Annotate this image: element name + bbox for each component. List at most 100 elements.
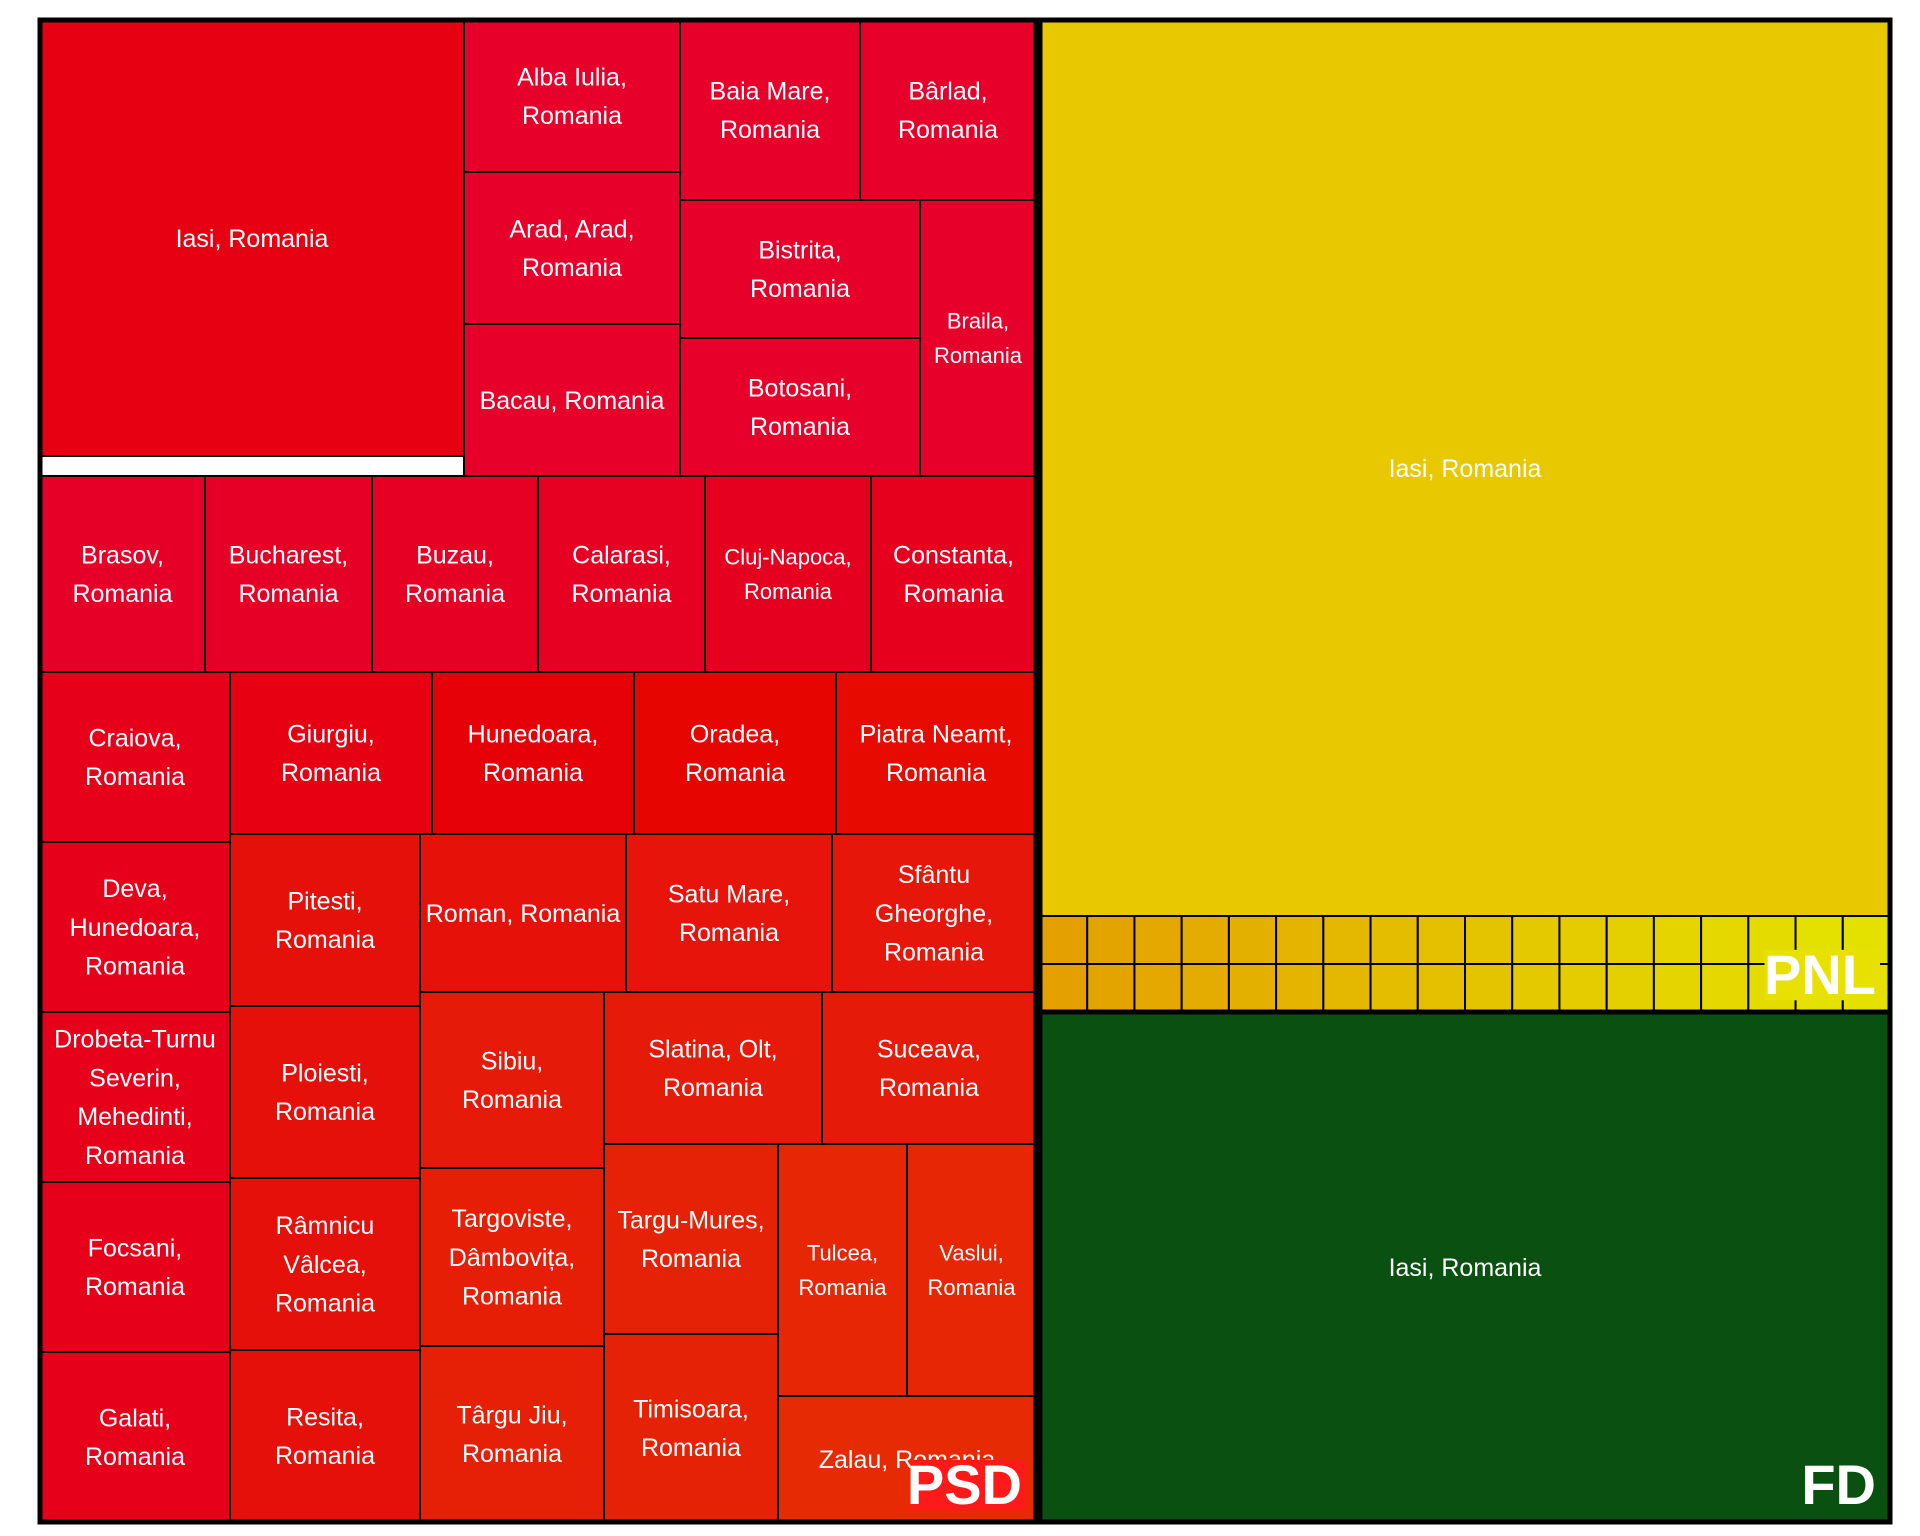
treemap-cell-rect xyxy=(229,1349,421,1523)
group-fd: Iasi, Romania xyxy=(1039,1011,1891,1523)
treemap-cell-rect xyxy=(679,337,921,477)
treemap-cell-rect xyxy=(1369,915,1419,965)
treemap-cell-rect xyxy=(1464,915,1514,965)
cell-label: Iasi, Romania xyxy=(1389,1254,1542,1282)
treemap-cell: Iasi, Romania xyxy=(39,19,465,457)
cell-label: Târgu Jiu, Romania xyxy=(456,1401,567,1468)
treemap-cell: Suceava, Romania xyxy=(821,991,1037,1145)
treemap-cell-rect xyxy=(679,199,921,339)
treemap-cell: Galati, Romania xyxy=(39,1351,231,1523)
treemap-cell-small xyxy=(1133,963,1183,1013)
treemap-cell-small xyxy=(1369,963,1419,1013)
treemap-cell-small xyxy=(1511,915,1561,965)
cell-label: Iasi, Romania xyxy=(1389,455,1542,483)
cell-label: Brasov, Romania xyxy=(72,541,172,608)
cell-label: Timisoara, Romania xyxy=(633,1395,749,1462)
treemap-cell-rect xyxy=(1511,963,1561,1013)
treemap-cell: Arad, Arad, Romania xyxy=(463,171,681,325)
treemap-cell-rect xyxy=(39,1351,231,1523)
cell-label: Focsani, Romania xyxy=(85,1234,185,1301)
treemap-cell-rect xyxy=(39,841,231,1013)
group-label-fd: FD xyxy=(1801,1453,1876,1516)
treemap-cell-rect xyxy=(1700,915,1750,965)
treemap-cell-rect xyxy=(371,475,539,673)
treemap-cell-rect xyxy=(1180,915,1230,965)
treemap-cell-rect xyxy=(835,671,1037,835)
treemap-cell: Giurgiu, Romania xyxy=(229,671,433,835)
cell-label: Resita, Romania xyxy=(275,1403,375,1470)
treemap-cell-rect xyxy=(1227,915,1278,965)
cell-label: Targu-Mures, Romania xyxy=(617,1206,764,1273)
treemap-cell: Craiova, Romania xyxy=(39,671,231,843)
treemap-cell-small xyxy=(1416,963,1467,1013)
treemap-cell-rect xyxy=(1369,963,1419,1013)
treemap-cell-small xyxy=(1558,963,1608,1013)
treemap-cell-rect xyxy=(463,323,681,477)
treemap-cell-small xyxy=(1558,915,1608,965)
cell-label: Deva, Hunedoara, Romania xyxy=(70,875,201,981)
treemap-cell: Bucharest, Romania xyxy=(204,475,373,673)
treemap-cell: Constanta, Romania xyxy=(870,475,1037,673)
treemap-cell-rect xyxy=(603,1143,779,1335)
treemap-cell: Baia Mare, Romania xyxy=(679,19,861,201)
treemap-cell-rect xyxy=(870,475,1037,673)
treemap-cell-rect xyxy=(704,475,872,673)
treemap-cell-small xyxy=(1180,963,1230,1013)
treemap-cell-small xyxy=(1133,915,1183,965)
treemap-cell-rect xyxy=(777,1143,908,1397)
treemap-cell-small xyxy=(1086,915,1136,965)
cell-label: Cluj-Napoca, Romania xyxy=(724,545,851,604)
treemap-cell: Focsani, Romania xyxy=(39,1181,231,1353)
group-pnl: Iasi, Romania xyxy=(1039,19,1892,1013)
treemap-cell-rect xyxy=(1652,915,1703,965)
treemap-cell: Bacau, Romania xyxy=(463,323,681,477)
treemap-cell-small xyxy=(1652,915,1703,965)
treemap-cell-rect xyxy=(1558,915,1608,965)
treemap-cell-rect xyxy=(1700,963,1750,1013)
treemap-cell-small xyxy=(1652,963,1703,1013)
treemap-cell: Slatina, Olt, Romania xyxy=(603,991,823,1145)
cell-label: Drobeta-Turnu Severin, Mehedinti, Romania xyxy=(54,1026,216,1170)
treemap-cell-small xyxy=(1369,915,1419,965)
treemap-cell-rect xyxy=(919,199,1037,477)
treemap-cell: Bistrita, Romania xyxy=(679,199,921,339)
treemap-cell-rect xyxy=(1086,963,1136,1013)
treemap-cell-small xyxy=(1180,915,1230,965)
treemap-cell-rect xyxy=(1416,915,1467,965)
cell-label: Iasi, Romania xyxy=(176,225,329,253)
group-border-fd xyxy=(1037,1009,1893,1525)
treemap-cell-small xyxy=(1416,915,1467,965)
treemap-cell: Hunedoara, Romania xyxy=(431,671,635,835)
cell-label: Piatra Neamt, Romania xyxy=(860,720,1013,787)
cell-label: Arad, Arad, Romania xyxy=(509,215,634,282)
treemap-cell: Deva, Hunedoara, Romania xyxy=(39,841,231,1013)
treemap-cell: Botosani, Romania xyxy=(679,337,921,477)
treemap-cell-small xyxy=(1511,963,1561,1013)
cell-label: Constanta, Romania xyxy=(893,541,1014,608)
cell-label: Tulcea, Romania xyxy=(798,1241,887,1300)
cell-label: Bârlad, Romania xyxy=(898,77,998,144)
treemap-cell-rect xyxy=(431,671,635,835)
treemap-cell-rect xyxy=(1511,915,1561,965)
cell-label: Hunedoara, Romania xyxy=(468,720,599,787)
treemap-cell-rect xyxy=(821,991,1037,1145)
cell-label: Galati, Romania xyxy=(85,1404,185,1471)
treemap-cell: Ploiesti, Romania xyxy=(229,1005,421,1179)
group-label-pnl: PNL xyxy=(1764,943,1876,1006)
cell-label: Bucharest, Romania xyxy=(229,541,349,608)
treemap-cell-rect xyxy=(1652,963,1703,1013)
cell-label: Râmnicu Vâlcea, Romania xyxy=(275,1212,375,1318)
treemap-cell-rect xyxy=(1227,963,1278,1013)
treemap-cell: Brasov, Romania xyxy=(39,475,206,673)
treemap-cell: Calarasi, Romania xyxy=(537,475,706,673)
treemap-cell: Bârlad, Romania xyxy=(859,19,1037,201)
treemap-cell-small xyxy=(1275,963,1325,1013)
cell-label: Baia Mare, Romania xyxy=(710,77,831,144)
treemap-cell: Targu-Mures, Romania xyxy=(603,1143,779,1335)
cell-label: Satu Mare, Romania xyxy=(668,880,790,947)
treemap-cell-rect xyxy=(229,671,433,835)
treemap-cell-small xyxy=(1039,915,1089,965)
treemap-cell: Drobeta-Turnu Severin, Mehedinti, Romania xyxy=(39,1011,231,1183)
treemap-cell-rect xyxy=(39,475,206,673)
treemap-cell: Timisoara, Romania xyxy=(603,1333,779,1523)
